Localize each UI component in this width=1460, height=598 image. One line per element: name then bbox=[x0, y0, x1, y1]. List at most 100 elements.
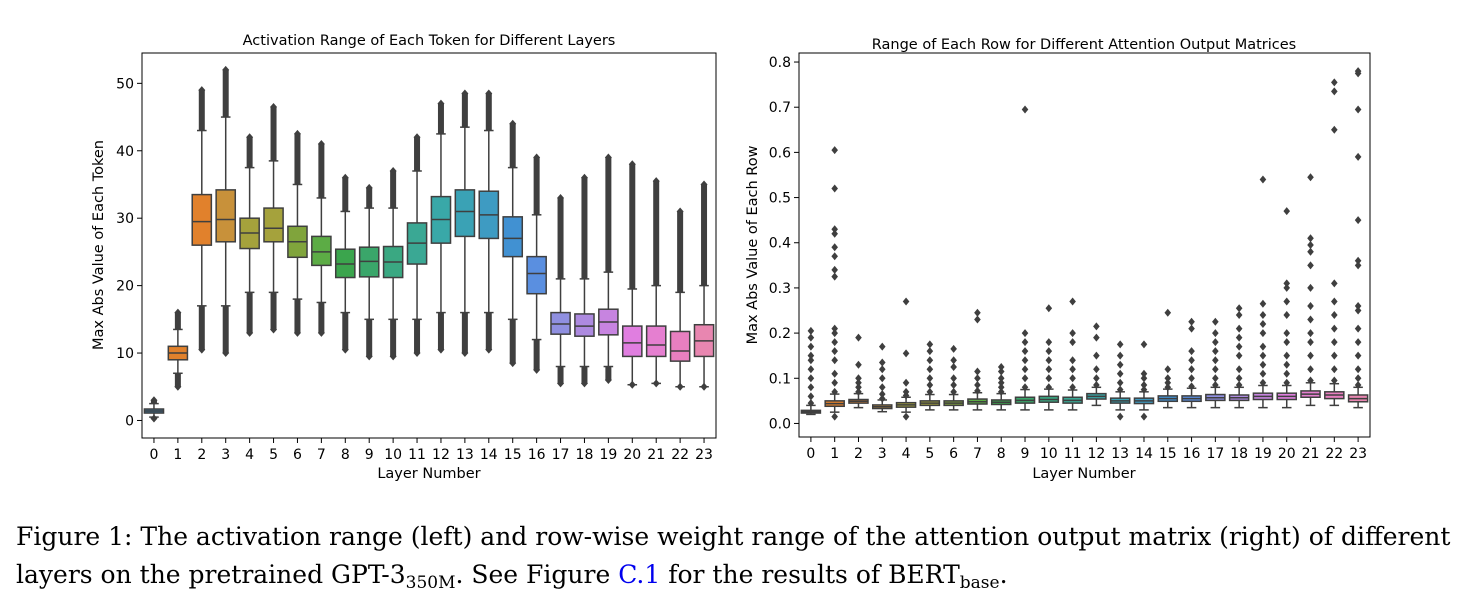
x-tick-label: 13 bbox=[456, 447, 474, 463]
flier-marker bbox=[413, 349, 421, 358]
flier-marker bbox=[878, 342, 886, 351]
flier-marker bbox=[246, 133, 254, 142]
flier-marker bbox=[1307, 351, 1314, 360]
flier-marker bbox=[1045, 356, 1053, 365]
flier-marker bbox=[807, 383, 815, 392]
flier-marker bbox=[389, 352, 397, 361]
flier-marker bbox=[997, 362, 1005, 371]
y-tick-label: 30 bbox=[116, 211, 134, 227]
box-body bbox=[311, 235, 332, 267]
flier-marker bbox=[831, 146, 838, 155]
flier-marker bbox=[628, 160, 636, 169]
plot-frame bbox=[141, 52, 717, 439]
flier-marker bbox=[807, 356, 815, 365]
flier-marker bbox=[1093, 333, 1100, 342]
flier-marker bbox=[365, 352, 373, 361]
flier-marker bbox=[1212, 347, 1219, 356]
flier-marker bbox=[997, 374, 1005, 383]
flier-marker bbox=[317, 328, 325, 337]
flier-marker bbox=[1307, 301, 1314, 310]
flier-marker bbox=[1307, 173, 1314, 182]
flier-marker bbox=[807, 342, 815, 351]
box-layer-23 bbox=[693, 180, 715, 391]
flier-marker bbox=[1212, 317, 1219, 326]
box-body bbox=[502, 216, 524, 258]
flier-marker bbox=[1259, 299, 1267, 308]
x-axis-label: Layer Number bbox=[377, 466, 480, 482]
flier-marker bbox=[1307, 241, 1314, 249]
caption-bert-subscript: base bbox=[959, 573, 1000, 593]
flier-marker bbox=[902, 349, 910, 358]
x-tick-label: 17 bbox=[552, 447, 570, 463]
flier-marker bbox=[1021, 105, 1029, 114]
flier-marker bbox=[950, 374, 957, 383]
flier-marker bbox=[807, 351, 815, 360]
y-axis-label: Max Abs Value of Each Row bbox=[745, 145, 761, 344]
flier-marker bbox=[831, 272, 838, 281]
flier-marker bbox=[293, 129, 301, 138]
x-tick-label: 9 bbox=[1021, 446, 1030, 462]
figure-reference-link[interactable]: C.1 bbox=[618, 560, 661, 589]
flier-marker bbox=[1354, 365, 1362, 374]
x-tick-label: 14 bbox=[1135, 446, 1153, 462]
flier-marker bbox=[580, 379, 588, 388]
flier-marker bbox=[198, 86, 206, 95]
flier-marker bbox=[1307, 329, 1314, 338]
flier-marker bbox=[926, 374, 934, 383]
flier-marker bbox=[1045, 374, 1053, 383]
box-layer-1 bbox=[167, 308, 189, 391]
flier-marker bbox=[174, 308, 182, 317]
flier-marker bbox=[1164, 374, 1172, 383]
flier-marker bbox=[831, 184, 838, 193]
y-tick-label: 0.7 bbox=[769, 100, 791, 116]
box-layer-0 bbox=[800, 326, 822, 416]
flier-marker bbox=[1354, 301, 1362, 310]
x-tick-label: 15 bbox=[1159, 446, 1177, 462]
flier-marker bbox=[1093, 322, 1100, 331]
flier-marker bbox=[1164, 378, 1172, 387]
flier-marker bbox=[855, 333, 862, 342]
flier-marker bbox=[365, 183, 373, 192]
flier-marker bbox=[831, 324, 838, 333]
box-layer-15 bbox=[1157, 308, 1179, 409]
flier-marker bbox=[1259, 351, 1267, 360]
flier-marker bbox=[1235, 311, 1243, 320]
flier-marker bbox=[485, 345, 493, 354]
flier-marker bbox=[1331, 376, 1338, 385]
flier-marker bbox=[807, 326, 815, 335]
flier-marker bbox=[807, 333, 815, 342]
flier-marker bbox=[437, 99, 445, 108]
flier-marker bbox=[341, 173, 349, 182]
box-layer-8 bbox=[990, 362, 1012, 411]
caption-middle: . See Figure bbox=[455, 560, 619, 589]
flier-marker bbox=[1283, 351, 1291, 360]
flier-marker bbox=[1307, 338, 1314, 347]
box-layer-14 bbox=[478, 89, 500, 354]
box-layer-5 bbox=[263, 102, 284, 334]
box-body bbox=[263, 207, 284, 243]
flier-marker bbox=[1354, 351, 1362, 360]
flier-marker bbox=[1331, 311, 1338, 320]
flier-marker bbox=[926, 365, 934, 374]
flier-marker bbox=[878, 365, 886, 374]
flier-marker bbox=[1021, 356, 1029, 365]
flier-marker bbox=[1354, 374, 1362, 383]
flier-marker bbox=[831, 229, 838, 238]
flier-marker bbox=[533, 365, 541, 374]
flier-marker bbox=[997, 378, 1005, 387]
flier-marker bbox=[831, 369, 838, 378]
box-layer-19 bbox=[598, 153, 619, 385]
x-tick-label: 18 bbox=[576, 447, 594, 463]
x-tick-label: 19 bbox=[599, 447, 617, 463]
x-tick-label: 11 bbox=[1064, 446, 1082, 462]
box-layer-13 bbox=[454, 89, 476, 358]
flier-marker bbox=[293, 328, 301, 337]
box-layer-22 bbox=[1324, 78, 1345, 407]
flier-marker bbox=[246, 328, 254, 337]
flier-marker bbox=[831, 243, 838, 252]
box-layer-16 bbox=[526, 153, 547, 374]
y-axis-ticks: 0 10 20 30 40 50 bbox=[116, 76, 142, 429]
flier-marker bbox=[1354, 216, 1362, 225]
flier-marker bbox=[461, 349, 469, 358]
flier-marker bbox=[270, 325, 278, 334]
